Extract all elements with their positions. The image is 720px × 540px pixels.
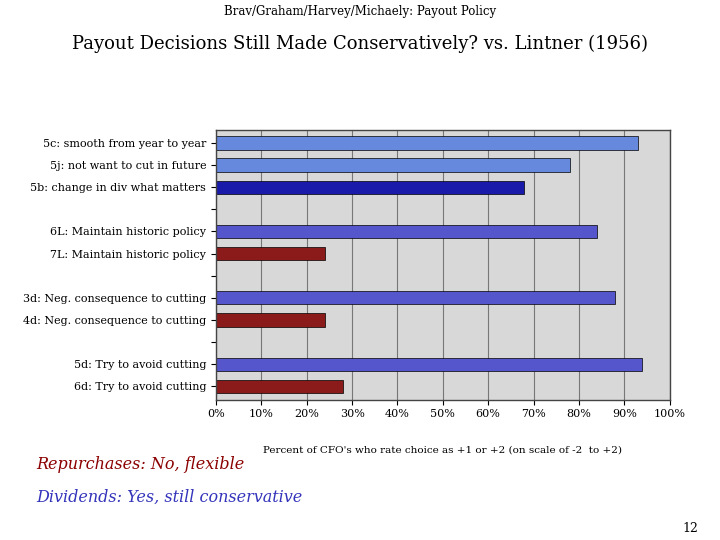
Text: Brav/Graham/Harvey/Michaely: Payout Policy: Brav/Graham/Harvey/Michaely: Payout Poli… — [224, 5, 496, 18]
Text: Dividends: Yes, still conservative: Dividends: Yes, still conservative — [36, 489, 302, 505]
Bar — [216, 380, 343, 393]
Text: 12: 12 — [683, 522, 698, 535]
Bar — [216, 136, 638, 150]
Bar — [216, 313, 325, 327]
Bar — [216, 357, 642, 371]
Text: Repurchases: No, flexible: Repurchases: No, flexible — [36, 456, 244, 473]
Text: Payout Decisions Still Made Conservatively? vs. Lintner (1956): Payout Decisions Still Made Conservative… — [72, 35, 648, 53]
Bar — [216, 225, 597, 238]
Text: Percent of CFO's who rate choice as +1 or +2 (on scale of -2  to +2): Percent of CFO's who rate choice as +1 o… — [264, 446, 622, 455]
Bar — [216, 180, 524, 194]
Bar — [216, 291, 615, 305]
Bar — [216, 158, 570, 172]
Bar — [216, 247, 325, 260]
